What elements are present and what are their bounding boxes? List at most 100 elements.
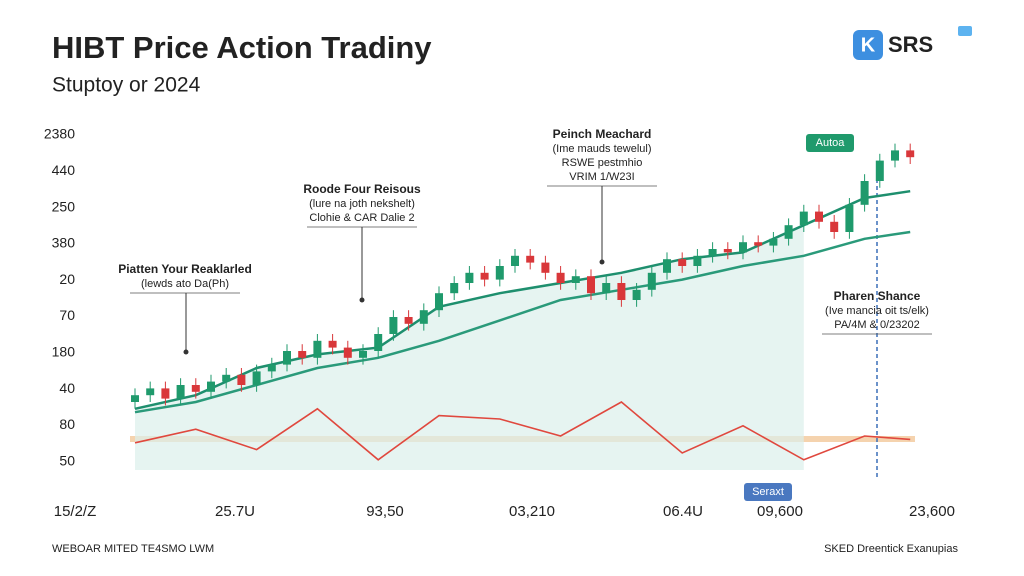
candle-body	[784, 225, 793, 239]
candle-body	[313, 340, 322, 358]
candle-body	[480, 272, 489, 280]
x-tick-label: 23,600	[909, 503, 955, 520]
annotation-text: Peinch Meachard	[553, 127, 652, 141]
candle-body	[875, 160, 884, 181]
candle-body	[511, 255, 519, 266]
candle-body	[146, 388, 155, 396]
logo-text: SRS	[888, 32, 933, 57]
candle-body	[222, 374, 231, 382]
candle-body	[587, 276, 595, 294]
candle-body	[267, 364, 276, 372]
y-tick-label: 70	[59, 307, 75, 323]
annotation-text: Piatten Your Reaklarled	[118, 262, 252, 276]
logo-badge	[958, 26, 972, 36]
candle-body	[799, 211, 808, 226]
candle-body	[906, 150, 915, 158]
x-tick-label: 93,50	[366, 503, 404, 520]
annotation-text: RSWE pestmhio	[562, 157, 643, 169]
annotation-text: VRIM 1/W23I	[569, 171, 634, 183]
candle-body	[419, 310, 428, 324]
y-tick-label: 180	[52, 344, 76, 360]
candle-body	[769, 238, 778, 246]
moving-average	[134, 189, 911, 411]
candle-body	[252, 371, 261, 385]
candle-body	[541, 262, 550, 273]
annotation-dot	[599, 259, 605, 265]
candle-body	[571, 276, 580, 283]
candle-body	[298, 351, 307, 358]
chart-title: HIBT Price Action Tradiny	[52, 30, 432, 65]
candle-body	[723, 249, 732, 253]
moving-average	[134, 230, 911, 414]
badge-text: Seraxt	[752, 486, 784, 498]
candle-body	[343, 347, 352, 358]
candle-body	[283, 351, 291, 365]
candle-body	[191, 385, 200, 392]
candle-body	[830, 221, 839, 232]
chart-subtitle: Stuptoy or 2024	[52, 74, 201, 97]
annotation-dot	[183, 349, 189, 355]
candle-body	[237, 374, 246, 385]
y-tick-label: 440	[52, 162, 76, 178]
candle-body	[526, 255, 535, 263]
badge	[806, 134, 854, 152]
annotation-text: PA/4M & 0/23202	[834, 319, 919, 331]
footer-right: SKED Dreentick Exanupias	[824, 543, 958, 555]
candle-body	[435, 293, 443, 311]
candle-body	[389, 317, 398, 334]
candle-body	[328, 340, 337, 348]
x-tick-label: 09,600	[757, 503, 803, 520]
annotation-text: (Ive mancia oit ts/elk)	[825, 305, 929, 317]
candle-body	[891, 150, 899, 161]
candle-body	[860, 181, 869, 205]
candle-body	[495, 266, 504, 280]
annotation-text: (lure na joth nekshelt)	[309, 198, 415, 210]
candle-body	[815, 211, 823, 222]
candle-body	[207, 381, 215, 392]
y-tick-label: 50	[59, 452, 75, 468]
candle-body	[632, 289, 641, 300]
candle-body	[602, 283, 611, 294]
candle-body	[161, 388, 170, 399]
x-tick-label: 25.7U	[215, 503, 255, 520]
candle-body	[359, 351, 367, 358]
badge-text: Autoa	[816, 137, 846, 149]
y-tick-label: 380	[52, 235, 76, 251]
logo-icon	[853, 30, 883, 60]
candle-body	[465, 272, 474, 283]
annotation-dot	[359, 297, 365, 303]
candle-body	[663, 259, 671, 273]
footer-left: WEBOAR MITED TE4SMO LWM	[52, 543, 214, 555]
candle-body	[404, 317, 413, 324]
oscillator-line	[134, 401, 911, 461]
candle-body	[131, 395, 139, 402]
y-tick-label: 80	[59, 416, 75, 432]
candle-body	[176, 385, 185, 399]
candle-body	[617, 283, 626, 300]
logo-icon-text: K	[861, 34, 876, 56]
candle-body	[647, 272, 656, 290]
y-tick-label: 40	[59, 380, 75, 396]
annotation-text: Pharen Shance	[834, 289, 921, 303]
annotation-text: Roode Four Reisous	[303, 182, 421, 196]
x-tick-label: 15/2/Z	[54, 503, 97, 520]
annotation-text: Clohie & CAR Dalie 2	[309, 212, 414, 224]
y-tick-label: 2380	[44, 126, 75, 142]
x-tick-label: 03,210	[509, 503, 555, 520]
candle-body	[739, 242, 747, 253]
y-tick-label: 250	[52, 198, 76, 214]
candle-body	[693, 255, 702, 266]
candle-body	[754, 242, 763, 246]
candle-body	[374, 334, 383, 351]
x-tick-label: 06.4U	[663, 503, 703, 520]
candle-body	[708, 249, 717, 256]
candle-body	[556, 272, 565, 283]
y-tick-label: 20	[59, 271, 75, 287]
candle-body	[678, 259, 687, 266]
candle-body	[845, 204, 854, 232]
badge	[744, 483, 792, 501]
candle-body	[450, 283, 459, 294]
